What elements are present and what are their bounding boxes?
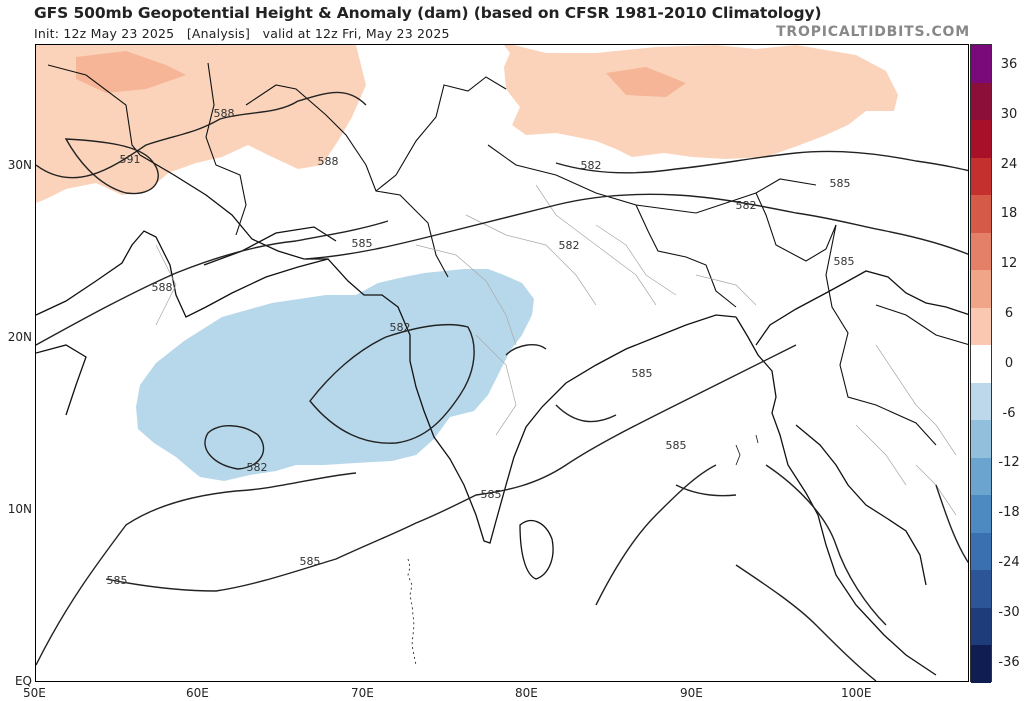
colorbar-band	[971, 495, 991, 534]
site-credit: TROPICALTIDBITS.COM	[776, 24, 970, 40]
colorbar-tick-label: 18	[1000, 206, 1018, 222]
colorbar-tick-label: 12	[1000, 256, 1018, 272]
colorbar-tick-label: -6	[1002, 405, 1016, 421]
contour-label: 588	[152, 281, 173, 294]
colorbar-band	[971, 570, 991, 609]
colorbar-band	[971, 82, 991, 121]
colorbar-tick-label: -36	[998, 654, 1020, 670]
colorbar-tick-label: 0	[1004, 355, 1014, 371]
colorbar-band	[971, 345, 991, 384]
height-contours	[36, 91, 968, 681]
contour-label: 585	[830, 177, 851, 190]
lat-label: 20N	[7, 330, 32, 344]
contour-label: 585	[632, 367, 653, 380]
contour-label: 585	[300, 555, 321, 568]
colorbar-band	[971, 270, 991, 309]
colorbar-band	[971, 532, 991, 571]
country-borders	[47, 62, 968, 446]
chart-subtitle: Init: 12z May 23 2025 [Analysis] valid a…	[34, 26, 450, 41]
colorbar-tick-label: 24	[1000, 156, 1018, 172]
colorbar-tick-label: -12	[998, 455, 1020, 471]
islands	[407, 434, 759, 666]
lon-label: 80E	[515, 686, 538, 700]
contour-label: 585	[666, 439, 687, 452]
colorbar-band	[971, 120, 991, 159]
colorbar-band	[971, 307, 991, 346]
contour-label: 582	[247, 461, 268, 474]
chart-title: GFS 500mb Geopotential Height & Anomaly …	[34, 4, 822, 22]
coastlines	[36, 154, 968, 676]
lon-label: 70E	[351, 686, 374, 700]
colorbar-band	[971, 195, 991, 234]
contour-label: 582	[581, 159, 602, 172]
colorbar-tick-label: -24	[998, 555, 1020, 570]
colorbar-tick-label: -18	[998, 505, 1020, 521]
contour-label: 585	[481, 488, 502, 501]
lon-label: 50E	[23, 686, 46, 700]
contour-label: 582	[390, 321, 411, 334]
colorbar-tick-label: 30	[1000, 106, 1018, 122]
lon-label: 60E	[186, 686, 209, 700]
map-canvas: 588 591 588 585 588 582 582 582 582 582 …	[36, 45, 968, 681]
lon-label: 90E	[680, 686, 703, 700]
colorbar-band	[971, 382, 991, 421]
map-panel: 588 591 588 585 588 582 582 582 582 582 …	[35, 44, 969, 682]
contour-label: 585	[834, 255, 855, 268]
colorbar-band	[971, 45, 991, 84]
positive-anomaly-west	[36, 45, 898, 159]
negative-anomaly	[136, 269, 534, 481]
contour-label: 591	[120, 153, 141, 166]
colorbar-tick-label: 6	[1004, 306, 1014, 321]
anomaly-colorbar	[970, 44, 992, 684]
colorbar-band	[971, 645, 991, 684]
contour-label: 588	[214, 107, 235, 120]
colorbar-band	[971, 607, 991, 646]
contour-label: 585	[352, 237, 373, 250]
colorbar-tick-label: -30	[998, 604, 1020, 620]
colorbar-band	[971, 457, 991, 496]
lat-label: 30N	[7, 158, 32, 172]
colorbar-tick-label: 36	[1000, 57, 1018, 72]
contour-label: 585	[107, 574, 128, 587]
colorbar-band	[971, 157, 991, 196]
admin-boundaries	[155, 184, 957, 516]
contour-label: 582	[559, 239, 580, 252]
contour-label: 588	[318, 155, 339, 168]
contour-labels: 588 591 588 585 588 582 582 582 582 582 …	[107, 107, 855, 587]
lon-label: 100E	[841, 686, 872, 700]
lat-label: 10N	[7, 502, 32, 516]
colorbar-band	[971, 420, 991, 459]
lat-label: EQ	[14, 674, 32, 688]
contour-label: 582	[736, 199, 757, 212]
positive-anomaly-strong	[76, 51, 686, 97]
colorbar-band	[971, 232, 991, 271]
